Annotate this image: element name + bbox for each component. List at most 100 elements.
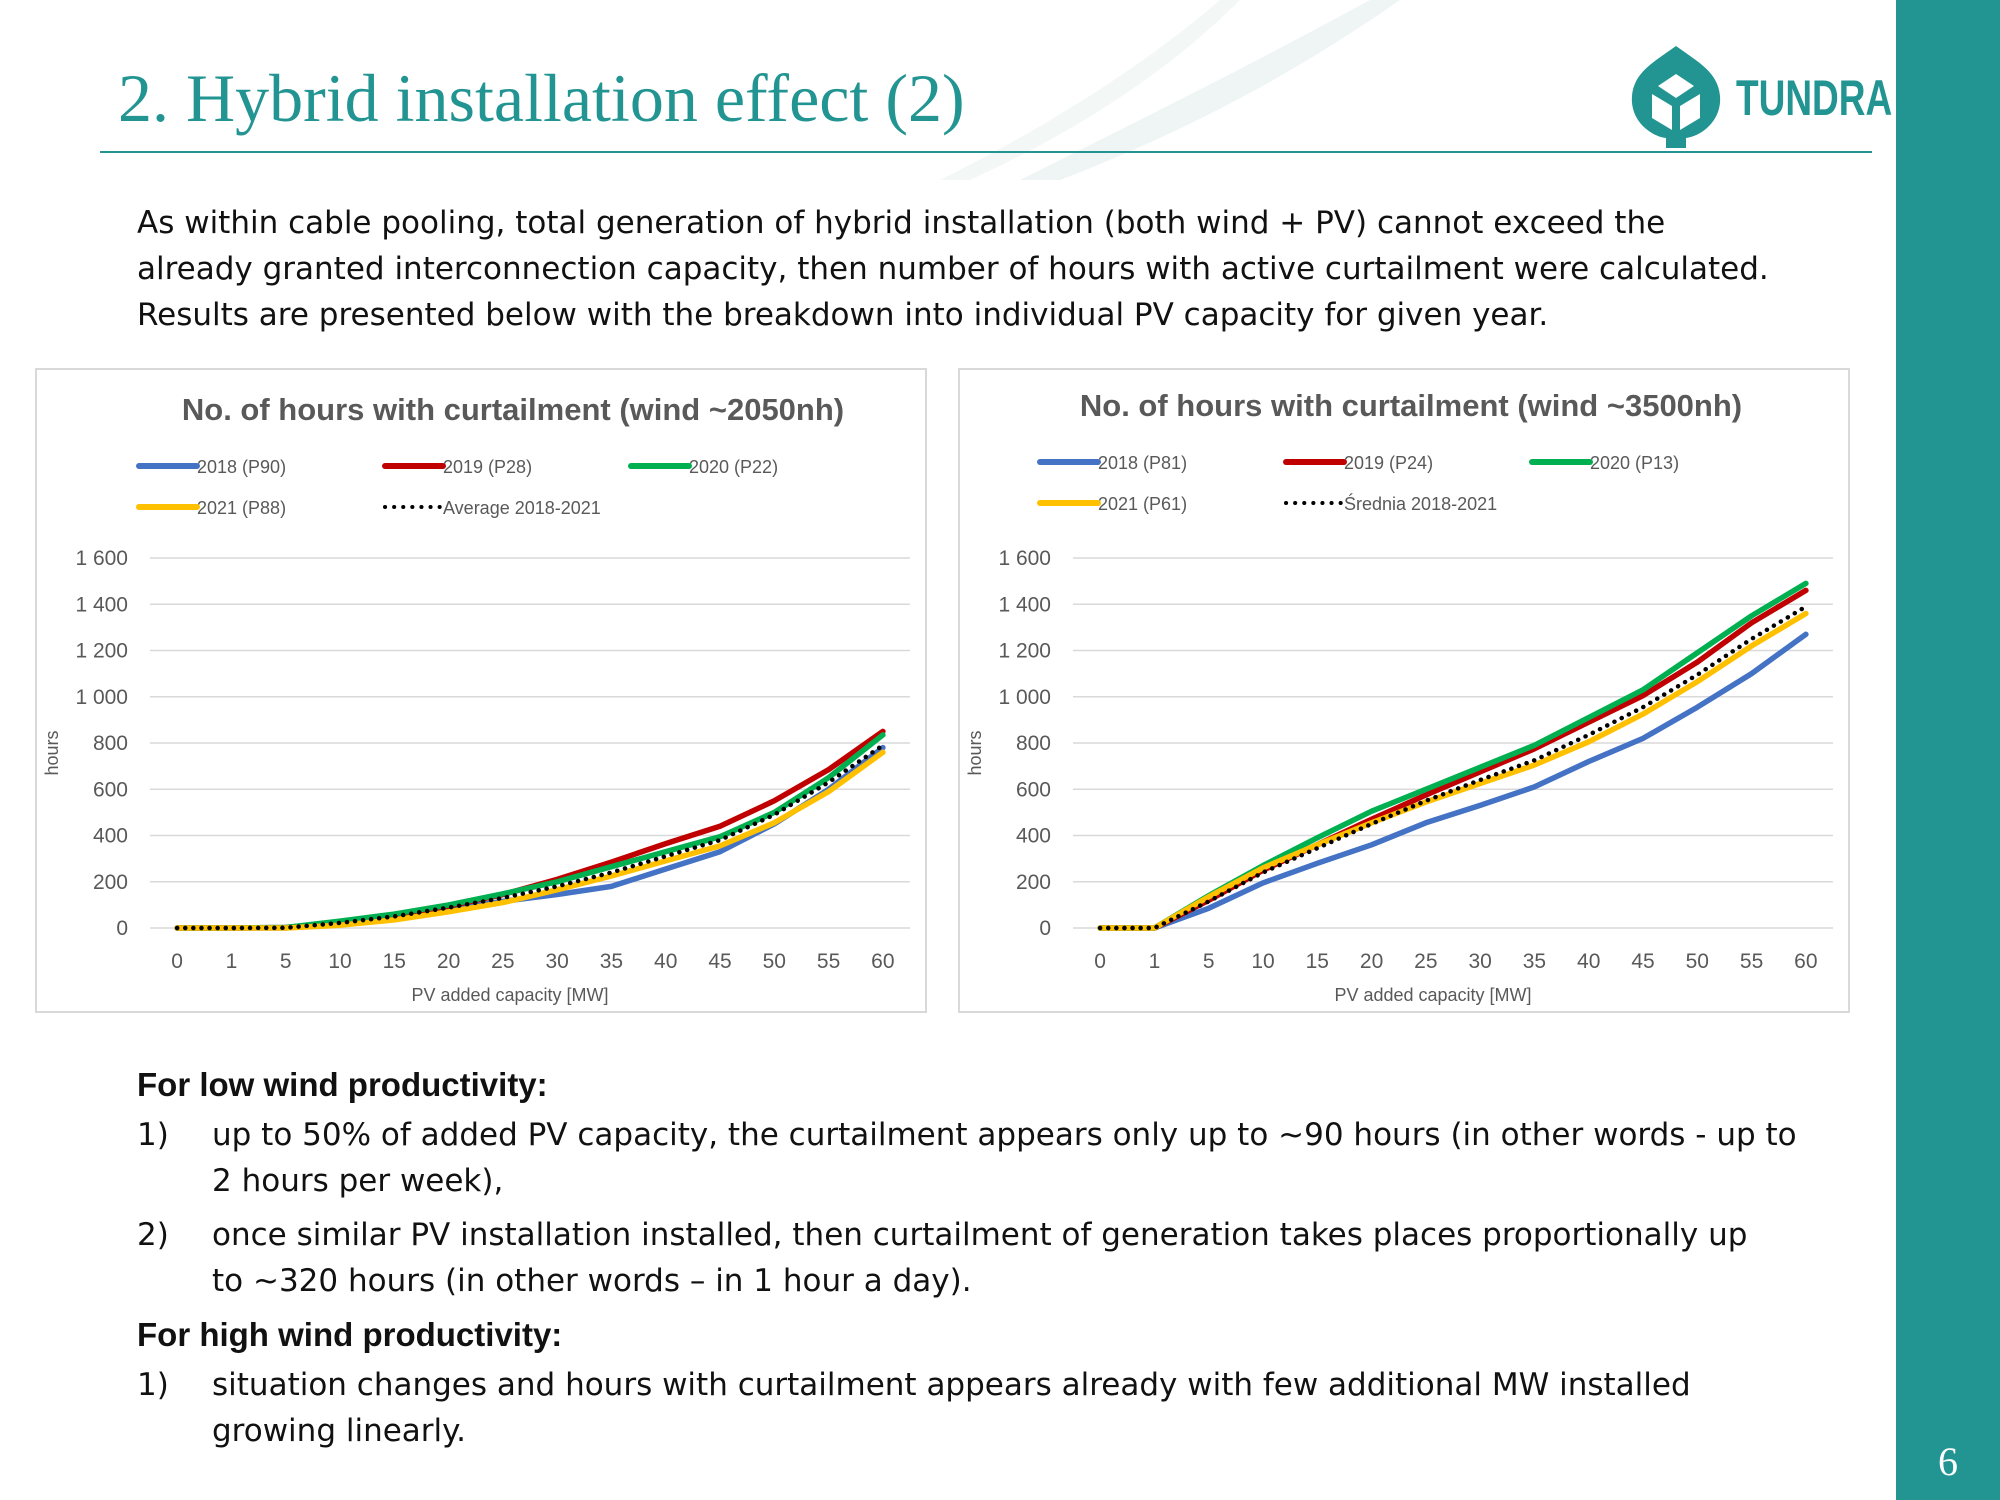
- x-tick-label: 20: [1360, 950, 1383, 973]
- intro-line: As within cable pooling, total generatio…: [137, 205, 1666, 241]
- series-line: [174, 749, 886, 931]
- findings: For low wind productivity: 1) up to 50% …: [137, 1058, 1897, 1462]
- x-tick-label: 60: [1794, 950, 1817, 973]
- x-tick-label: 5: [280, 950, 292, 973]
- legend-label: 2018 (P81): [1098, 453, 1187, 473]
- page-number: 6: [1938, 1439, 1958, 1484]
- page-title: 2. Hybrid installation effect (2): [118, 60, 965, 136]
- x-tick-label: 55: [817, 950, 840, 973]
- y-tick-label: 1 600: [998, 547, 1051, 570]
- x-tick-label: 50: [1686, 950, 1709, 973]
- y-tick-label: 1 600: [75, 547, 128, 570]
- y-tick-label: 0: [116, 917, 128, 940]
- legend-label: 2019 (P28): [443, 457, 532, 477]
- legend-label: 2019 (P24): [1344, 453, 1433, 473]
- x-axis-title: PV added capacity [MW]: [1334, 985, 1531, 1005]
- legend-label: 2020 (P22): [689, 457, 778, 477]
- y-tick-label: 200: [93, 871, 128, 894]
- y-tick-label: 0: [1039, 917, 1051, 940]
- tundra-logo: TUNDRA: [1628, 44, 1892, 148]
- y-tick-label: 400: [93, 825, 128, 848]
- y-tick-label: 400: [1016, 825, 1051, 848]
- x-tick-label: 25: [491, 950, 514, 973]
- y-tick-label: 1 400: [998, 593, 1051, 616]
- y-tick-label: 1 200: [998, 640, 1051, 663]
- finding-line: growing linearly.: [212, 1413, 466, 1449]
- x-tick-label: 15: [383, 950, 406, 973]
- y-tick-label: 600: [93, 778, 128, 801]
- y-tick-label: 1 000: [998, 686, 1051, 709]
- y-tick-label: 1 000: [75, 686, 128, 709]
- legend-label: 2020 (P13): [1590, 453, 1679, 473]
- finding-line: up to 50% of added PV capacity, the curt…: [212, 1117, 1797, 1153]
- y-axis-title: hours: [42, 730, 62, 775]
- finding-line: to ~320 hours (in other words – in 1 hou…: [212, 1263, 972, 1299]
- x-tick-label: 30: [545, 950, 568, 973]
- y-tick-label: 800: [1016, 732, 1051, 755]
- legend-label: Średnia 2018-2021: [1344, 493, 1497, 514]
- series-line: [174, 744, 886, 931]
- x-tick-label: 1: [1149, 950, 1161, 973]
- x-tick-label: 45: [708, 950, 731, 973]
- legend-label: 2021 (P88): [197, 498, 286, 518]
- finding-item: 2) once similar PV installation installe…: [137, 1212, 1897, 1304]
- x-axis-title: PV added capacity [MW]: [411, 985, 608, 1005]
- series-line: [174, 743, 886, 931]
- chart-high-wind: No. of hours with curtailment (wind ~350…: [958, 368, 1850, 1013]
- x-tick-label: 25: [1414, 950, 1437, 973]
- x-tick-label: 60: [871, 950, 894, 973]
- x-tick-label: 0: [1094, 950, 1106, 973]
- title-divider: [100, 151, 1872, 153]
- intro-line: already granted interconnection capacity…: [137, 251, 1769, 287]
- finding-number: 2): [137, 1217, 169, 1253]
- chart-title: No. of hours with curtailment (wind ~205…: [182, 392, 844, 427]
- chart-high-wind-svg: No. of hours with curtailment (wind ~350…: [965, 388, 1833, 1005]
- intro-line: Results are presented below with the bre…: [137, 297, 1549, 333]
- logo-text: TUNDRA: [1736, 70, 1893, 126]
- finding-number: 1): [137, 1117, 169, 1153]
- leaf-logo-icon: [1631, 46, 1721, 148]
- side-band: [1896, 0, 2000, 1500]
- low-wind-heading: For low wind productivity:: [137, 1066, 548, 1103]
- x-tick-label: 1: [226, 950, 238, 973]
- series-line: [1097, 580, 1809, 931]
- y-tick-label: 600: [1016, 778, 1051, 801]
- series-line: [1097, 631, 1809, 931]
- x-tick-label: 55: [1740, 950, 1763, 973]
- high-wind-heading: For high wind productivity:: [137, 1316, 563, 1353]
- x-tick-label: 50: [763, 950, 786, 973]
- chart-low-wind: No. of hours with curtailment (wind ~205…: [35, 368, 927, 1013]
- finding-item: 1) situation changes and hours with curt…: [137, 1362, 1897, 1454]
- chart-title: No. of hours with curtailment (wind ~350…: [1080, 388, 1742, 423]
- x-tick-label: 40: [1577, 950, 1600, 973]
- x-tick-label: 10: [328, 950, 351, 973]
- finding-line: once similar PV installation installed, …: [212, 1217, 1748, 1253]
- series-line: [1097, 604, 1809, 931]
- chart-low-wind-svg: No. of hours with curtailment (wind ~205…: [42, 392, 910, 1005]
- x-tick-label: 30: [1468, 950, 1491, 973]
- series-line: [1097, 587, 1809, 931]
- finding-line: 2 hours per week),: [212, 1163, 504, 1199]
- y-tick-label: 800: [93, 732, 128, 755]
- legend-label: 2021 (P61): [1098, 494, 1187, 514]
- series-line: [1097, 610, 1809, 931]
- y-tick-label: 200: [1016, 871, 1051, 894]
- y-tick-label: 1 400: [75, 593, 128, 616]
- x-tick-label: 35: [1523, 950, 1546, 973]
- x-tick-label: 45: [1631, 950, 1654, 973]
- decorative-swoosh: [940, 0, 1400, 180]
- x-tick-label: 35: [600, 950, 623, 973]
- x-tick-label: 5: [1203, 950, 1215, 973]
- intro-paragraph: As within cable pooling, total generatio…: [137, 200, 1897, 338]
- x-tick-label: 40: [654, 950, 677, 973]
- legend-label: Average 2018-2021: [443, 498, 601, 518]
- legend-label: 2018 (P90): [197, 457, 286, 477]
- x-tick-label: 0: [171, 950, 183, 973]
- x-tick-label: 20: [437, 950, 460, 973]
- finding-item: 1) up to 50% of added PV capacity, the c…: [137, 1112, 1897, 1204]
- y-axis-title: hours: [965, 730, 985, 775]
- finding-number: 1): [137, 1367, 169, 1403]
- x-tick-label: 10: [1251, 950, 1274, 973]
- x-tick-label: 15: [1306, 950, 1329, 973]
- finding-line: situation changes and hours with curtail…: [212, 1367, 1691, 1403]
